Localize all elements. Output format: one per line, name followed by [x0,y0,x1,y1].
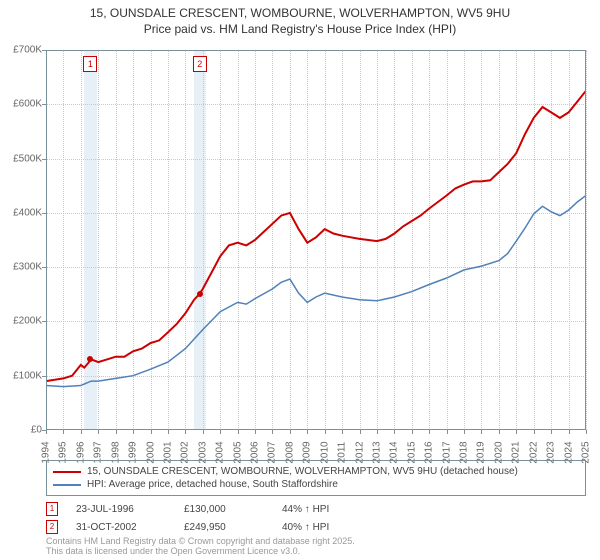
x-tick [63,430,64,434]
title-line-1: 15, OUNSDALE CRESCENT, WOMBOURNE, WOLVER… [0,6,600,22]
y-axis-label: £200K [0,316,42,327]
chart-title: 15, OUNSDALE CRESCENT, WOMBOURNE, WOLVER… [0,0,600,37]
x-tick [203,430,204,434]
x-tick [307,430,308,434]
x-tick [551,430,552,434]
x-tick [151,430,152,434]
x-tick [377,430,378,434]
chart-area: 12 £0£100K£200K£300K£400K£500K£600K£700K… [46,50,586,430]
x-tick [185,430,186,434]
x-tick [325,430,326,434]
y-axis-label: £400K [0,207,42,218]
x-tick [98,430,99,434]
sale-pct: 44% ↑ HPI [282,504,372,515]
y-axis-label: £0 [0,425,42,436]
x-tick [412,430,413,434]
title-line-2: Price paid vs. HM Land Registry's House … [0,22,600,38]
x-tick [342,430,343,434]
gridline-v [586,50,587,430]
sale-price: £130,000 [184,504,264,515]
sale-record-1: 1 23-JUL-1996 £130,000 44% ↑ HPI [46,500,586,518]
x-tick [516,430,517,434]
sale-marker-icon: 1 [46,502,58,516]
y-axis-label: £600K [0,99,42,110]
legend-item-hpi: HPI: Average price, detached house, Sout… [53,478,579,491]
x-tick [220,430,221,434]
y-axis-label: £700K [0,45,42,56]
x-tick [499,430,500,434]
x-tick [534,430,535,434]
attribution-line-1: Contains HM Land Registry data © Crown c… [46,536,355,546]
x-tick [569,430,570,434]
legend-label: 15, OUNSDALE CRESCENT, WOMBOURNE, WOLVER… [87,466,518,477]
sale-date: 23-JUL-1996 [76,504,166,515]
x-tick [586,430,587,434]
sale-marker-icon: 2 [46,520,58,534]
x-tick [464,430,465,434]
y-axis-label: £300K [0,262,42,273]
sale-pct: 40% ↑ HPI [282,522,372,533]
x-tick [81,430,82,434]
legend-label: HPI: Average price, detached house, Sout… [87,479,338,490]
sale-record-2: 2 31-OCT-2002 £249,950 40% ↑ HPI [46,518,586,536]
legend-swatch [53,484,81,486]
x-tick [133,430,134,434]
legend-item-property: 15, OUNSDALE CRESCENT, WOMBOURNE, WOLVER… [53,465,579,478]
x-tick [255,430,256,434]
attribution: Contains HM Land Registry data © Crown c… [46,536,355,557]
sale-records: 1 23-JUL-1996 £130,000 44% ↑ HPI 2 31-OC… [46,500,586,536]
x-tick [481,430,482,434]
x-tick [447,430,448,434]
x-tick [360,430,361,434]
legend: 15, OUNSDALE CRESCENT, WOMBOURNE, WOLVER… [46,460,586,496]
sale-date: 31-OCT-2002 [76,522,166,533]
y-axis-label: £500K [0,153,42,164]
x-tick [168,430,169,434]
x-tick [272,430,273,434]
x-tick [238,430,239,434]
x-tick [290,430,291,434]
y-axis-label: £100K [0,370,42,381]
x-tick [116,430,117,434]
x-tick [429,430,430,434]
sale-price: £249,950 [184,522,264,533]
chart-border [46,50,586,430]
x-tick [46,430,47,434]
legend-swatch [53,471,81,473]
attribution-line-2: This data is licensed under the Open Gov… [46,546,355,556]
x-tick [394,430,395,434]
